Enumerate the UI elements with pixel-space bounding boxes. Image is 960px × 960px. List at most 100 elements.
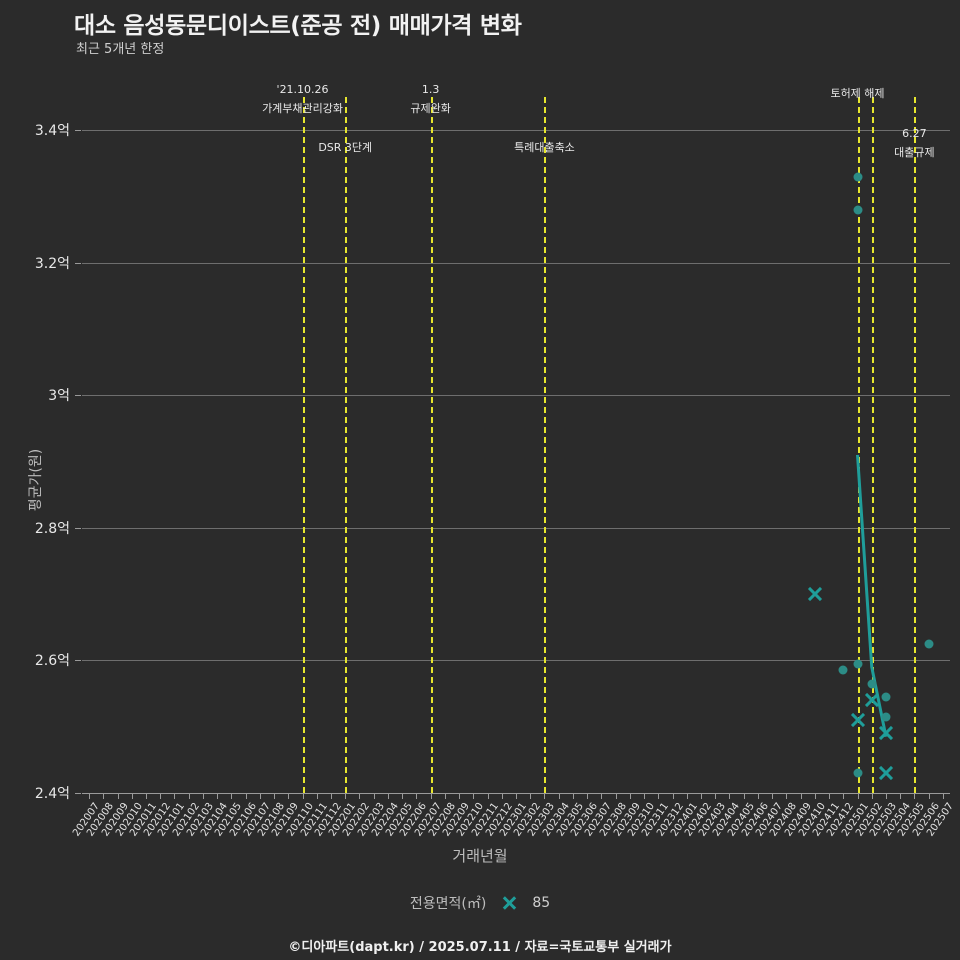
x-axis-tick	[402, 793, 404, 799]
x-axis-tick	[174, 793, 176, 799]
page-subtitle: 최근 5개년 한정	[76, 42, 165, 57]
x-axis-tick	[686, 793, 688, 799]
annotation-label-top: 6.27	[902, 127, 927, 140]
annotation-label-top: '21.10.26	[276, 83, 329, 96]
data-point-dot	[838, 665, 848, 675]
x-marker-icon	[498, 895, 520, 911]
x-axis-tick	[430, 793, 432, 799]
x-axis-tick	[387, 793, 389, 799]
gridline	[82, 262, 950, 264]
x-axis-tick	[89, 793, 91, 799]
x-axis-tick	[188, 793, 190, 799]
x-axis-tick	[516, 793, 517, 799]
legend-value: 85	[532, 895, 551, 911]
annotation-line	[302, 97, 305, 793]
annotation-line	[871, 97, 874, 793]
x-axis-tick	[572, 793, 574, 799]
y-axis-tick-label: 2.4억	[34, 786, 70, 802]
y-axis-tick-label: 2.8억	[34, 520, 70, 537]
x-axis-tick	[829, 793, 831, 799]
plot-area	[82, 97, 950, 794]
x-axis-tick	[871, 793, 873, 799]
legend-label: 전용면적(㎡)	[409, 896, 487, 912]
y-axis-tick	[75, 660, 81, 662]
x-axis-tick	[217, 793, 219, 799]
x-axis-tick	[928, 793, 930, 799]
x-axis-tick	[473, 793, 475, 799]
annotation-label-top: 1.3	[421, 83, 440, 96]
x-axis-tick	[117, 793, 119, 799]
x-axis-tick	[615, 793, 617, 799]
x-axis-title: 거래년월	[452, 847, 508, 865]
x-axis-tick	[772, 793, 774, 799]
data-point-dot	[853, 205, 862, 215]
x-axis-tick	[786, 793, 788, 799]
x-axis-tick	[487, 793, 489, 799]
data-point-dot	[867, 679, 877, 689]
data-point-marker	[877, 725, 894, 742]
x-axis-tick	[644, 793, 646, 799]
annotation-line	[430, 97, 433, 793]
x-axis-tick	[274, 793, 276, 799]
x-axis-tick	[672, 793, 674, 799]
x-axis-tick	[416, 793, 418, 799]
x-axis-tick	[146, 793, 148, 799]
x-axis-tick	[345, 793, 347, 799]
y-axis-tick	[75, 793, 81, 794]
annotation-label-bottom: 규제완화	[410, 102, 451, 115]
x-axis-tick	[103, 793, 105, 799]
x-axis-tick	[259, 793, 261, 799]
x-axis-tick	[843, 793, 845, 799]
x-axis-tick	[587, 793, 589, 799]
data-point-dot	[853, 172, 862, 182]
data-point-dot	[881, 692, 891, 702]
data-point-dot	[924, 639, 934, 649]
data-point-dot	[853, 768, 862, 778]
data-point-marker	[849, 712, 866, 729]
annotation-label-bottom: 가계부채관리강화	[262, 102, 344, 115]
y-axis-tick-label: 3.2억	[34, 255, 70, 272]
x-axis-tick	[601, 793, 603, 799]
x-axis-tick	[885, 793, 887, 799]
x-axis-tick	[302, 793, 304, 799]
x-axis-tick	[814, 793, 816, 799]
x-axis-tick	[658, 793, 660, 799]
gridline	[82, 395, 950, 397]
data-point-dot	[881, 712, 891, 722]
x-axis-tick	[444, 793, 446, 799]
x-axis-tick	[160, 793, 162, 799]
data-point-dot	[853, 659, 862, 669]
x-axis-tick	[231, 793, 233, 799]
x-axis-tick	[131, 793, 133, 799]
x-axis-tick	[629, 793, 631, 799]
y-axis-tick	[75, 262, 81, 264]
y-axis-tick-label: 3억	[48, 388, 70, 405]
annotation-line	[914, 97, 917, 793]
x-axis-tick	[857, 793, 859, 799]
annotation-line	[345, 97, 348, 793]
gridline	[82, 130, 950, 132]
x-axis-tick	[715, 793, 717, 799]
x-axis-tick	[459, 793, 461, 799]
y-axis-tick-label: 3.4억	[34, 123, 70, 140]
page-title: 대소 음성동문디이스트(준공 전) 매매가격 변화	[74, 13, 522, 39]
x-axis-tick	[202, 793, 204, 799]
x-axis-tick	[544, 793, 546, 799]
x-axis-tick	[729, 793, 731, 799]
gridline	[82, 527, 950, 529]
x-axis-tick	[331, 793, 333, 799]
legend: 전용면적(㎡) 85	[0, 893, 960, 913]
y-axis-tick-label: 2.6억	[34, 653, 70, 670]
x-axis-tick	[359, 793, 361, 799]
x-axis-tick	[942, 793, 944, 799]
trend-line	[856, 454, 888, 737]
x-axis-tick	[700, 793, 702, 799]
annotation-label-top: 토허제 해제	[830, 87, 885, 100]
annotation-label-bottom: 특례대출축소	[514, 141, 575, 154]
x-axis-tick	[501, 793, 503, 799]
x-axis-tick	[558, 793, 560, 799]
annotation-line	[857, 97, 860, 793]
x-axis-tick	[373, 793, 375, 799]
data-point-marker	[877, 765, 894, 782]
